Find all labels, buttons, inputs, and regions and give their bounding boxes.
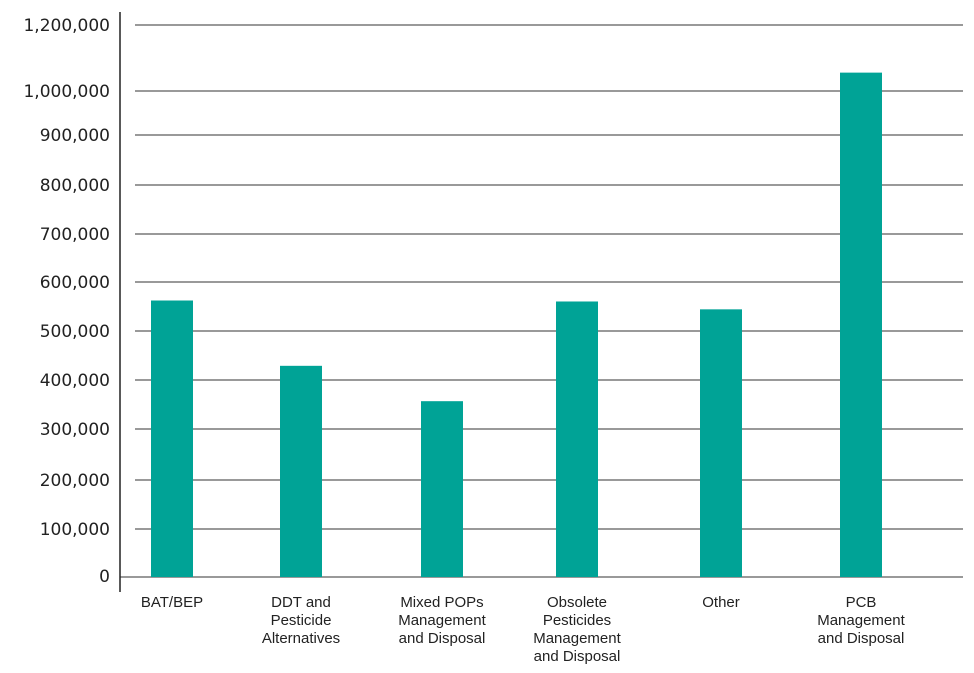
y-tick-label: 500,000 [40, 322, 110, 342]
y-tick-label: 1,200,000 [23, 16, 110, 36]
y-axis-ticks: 0 100,000 200,000 300,000 400,000 500,000 600,… [23, 16, 110, 587]
y-tick-label: 0 [99, 567, 110, 587]
bars [151, 72, 882, 577]
y-tick-label: 900,000 [40, 126, 110, 146]
x-tick-label: BAT/BEP [141, 594, 203, 611]
bar [840, 72, 882, 577]
y-tick-label: 200,000 [40, 471, 110, 491]
bar [280, 365, 322, 577]
x-tick-label: Other [702, 594, 740, 611]
y-tick-label: 700,000 [40, 225, 110, 245]
x-tick-label: Obsolete Pesticides Management and Disposal [533, 594, 621, 665]
y-tick-label: 400,000 [40, 371, 110, 391]
bar [421, 401, 463, 577]
y-tick-label: 1,000,000 [23, 82, 110, 102]
x-tick-label: Mixed POPs Management and Disposal [398, 594, 486, 647]
bar [151, 300, 193, 577]
x-tick-label: DDT and Pesticide Alternatives [262, 594, 340, 647]
y-tick-label: 100,000 [40, 520, 110, 540]
bar [556, 301, 598, 577]
gridlines [120, 24, 963, 578]
y-tick-label: 300,000 [40, 420, 110, 440]
bar [700, 309, 742, 577]
x-tick-label: PCB Management and Disposal [817, 594, 905, 647]
y-tick-label: 600,000 [40, 273, 110, 293]
y-tick-label: 800,000 [40, 176, 110, 196]
x-axis-ticks: BAT/BEP DDT and Pesticide Alternatives Mixed… [141, 594, 906, 665]
